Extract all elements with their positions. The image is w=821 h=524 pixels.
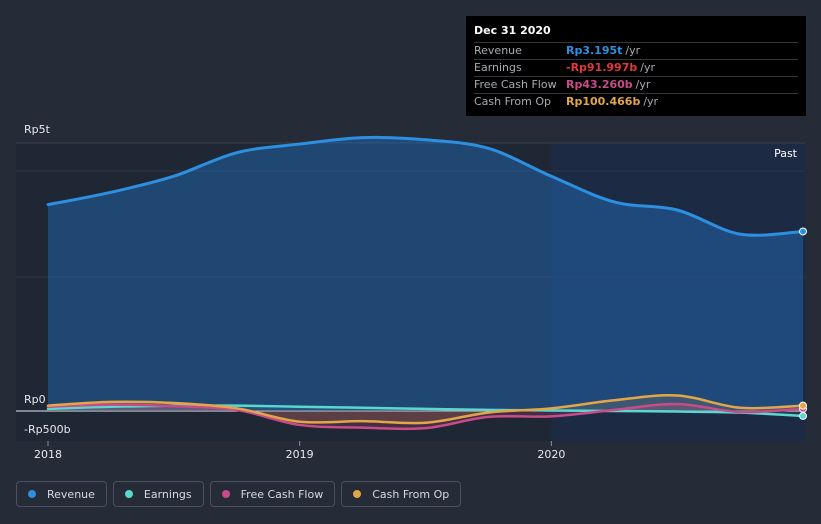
point-revenue <box>799 227 807 236</box>
y-tick-label: Rp5t <box>24 123 51 136</box>
tooltip-row-value: Rp3.195t <box>566 44 623 57</box>
line-revenue <box>46 135 805 237</box>
legend: Revenue Earnings Free Cash Flow Cash From O… <box>16 481 462 507</box>
legend-dot-icon <box>124 490 133 498</box>
area-cash-from-op <box>48 395 803 424</box>
legend-label: Earnings <box>143 487 192 501</box>
point-earnings <box>799 411 807 420</box>
legend-label: Cash From Op <box>372 487 450 501</box>
tooltip-row-free-cash-flow: Free Cash Flow Rp43.260b/yr <box>474 76 798 93</box>
legend-dot-icon <box>221 490 230 498</box>
legend-item-free-cash-flow[interactable]: Free Cash Flow <box>209 481 336 507</box>
legend-label: Revenue <box>47 487 95 501</box>
tooltip-row-label: Cash From Op <box>474 95 552 108</box>
tooltip-row-value: Rp43.260b <box>566 78 633 91</box>
tooltip-row-cash-from-op: Cash From Op Rp100.466b/yr <box>474 93 798 110</box>
x-tick-label: 2019 <box>286 448 314 461</box>
tooltip-row-unit: /yr <box>643 95 659 108</box>
line-free-cash-flow <box>46 402 805 431</box>
chart-background <box>16 143 805 441</box>
legend-dot-icon <box>28 490 36 498</box>
tooltip-row-unit: /yr <box>625 44 641 57</box>
tooltip-row-label: Free Cash Flow <box>474 78 557 91</box>
x-tick-label: 2020 <box>537 448 565 461</box>
series-lines <box>46 135 805 431</box>
tooltip-row-unit: /yr <box>635 78 651 91</box>
tooltip-row-label: Earnings <box>474 61 522 74</box>
legend-item-earnings[interactable]: Earnings <box>112 481 204 507</box>
legend-label: Free Cash Flow <box>240 487 324 501</box>
past-label: Past <box>774 147 798 160</box>
tooltip: Dec 31 2020 Revenue Rp3.195t/yr Earnings -R… <box>466 16 806 116</box>
past-region <box>551 143 805 441</box>
x-tick-label: 2018 <box>34 448 62 461</box>
tooltip-date: Dec 31 2020 <box>474 24 551 37</box>
tooltip-row-value: Rp100.466b <box>566 95 641 108</box>
legend-item-cash-from-op[interactable]: Cash From Op <box>341 481 462 507</box>
tooltip-row-earnings: Earnings -Rp91.997b/yr <box>474 59 798 76</box>
tooltip-row-revenue: Revenue Rp3.195t/yr <box>474 42 798 59</box>
axis-ticks: Rp5t Rp0 -Rp500b 2018 2019 2020 <box>24 123 565 461</box>
area-revenue <box>48 137 803 412</box>
point-cash-from-op <box>799 401 807 410</box>
line-cash-from-op <box>46 393 805 425</box>
legend-item-revenue[interactable]: Revenue <box>16 481 107 507</box>
y-tick-label: -Rp500b <box>24 423 71 436</box>
tooltip-rows: Revenue Rp3.195t/yr Earnings -Rp91.997b/yr F… <box>474 42 798 110</box>
legend-dot-icon <box>353 490 362 498</box>
y-tick-label: Rp0 <box>24 393 46 406</box>
tooltip-row-label: Revenue <box>474 44 522 57</box>
series-end-markers <box>799 227 807 420</box>
tooltip-row-unit: /yr <box>640 61 655 74</box>
tooltip-row-value: -Rp91.997b <box>566 61 638 74</box>
